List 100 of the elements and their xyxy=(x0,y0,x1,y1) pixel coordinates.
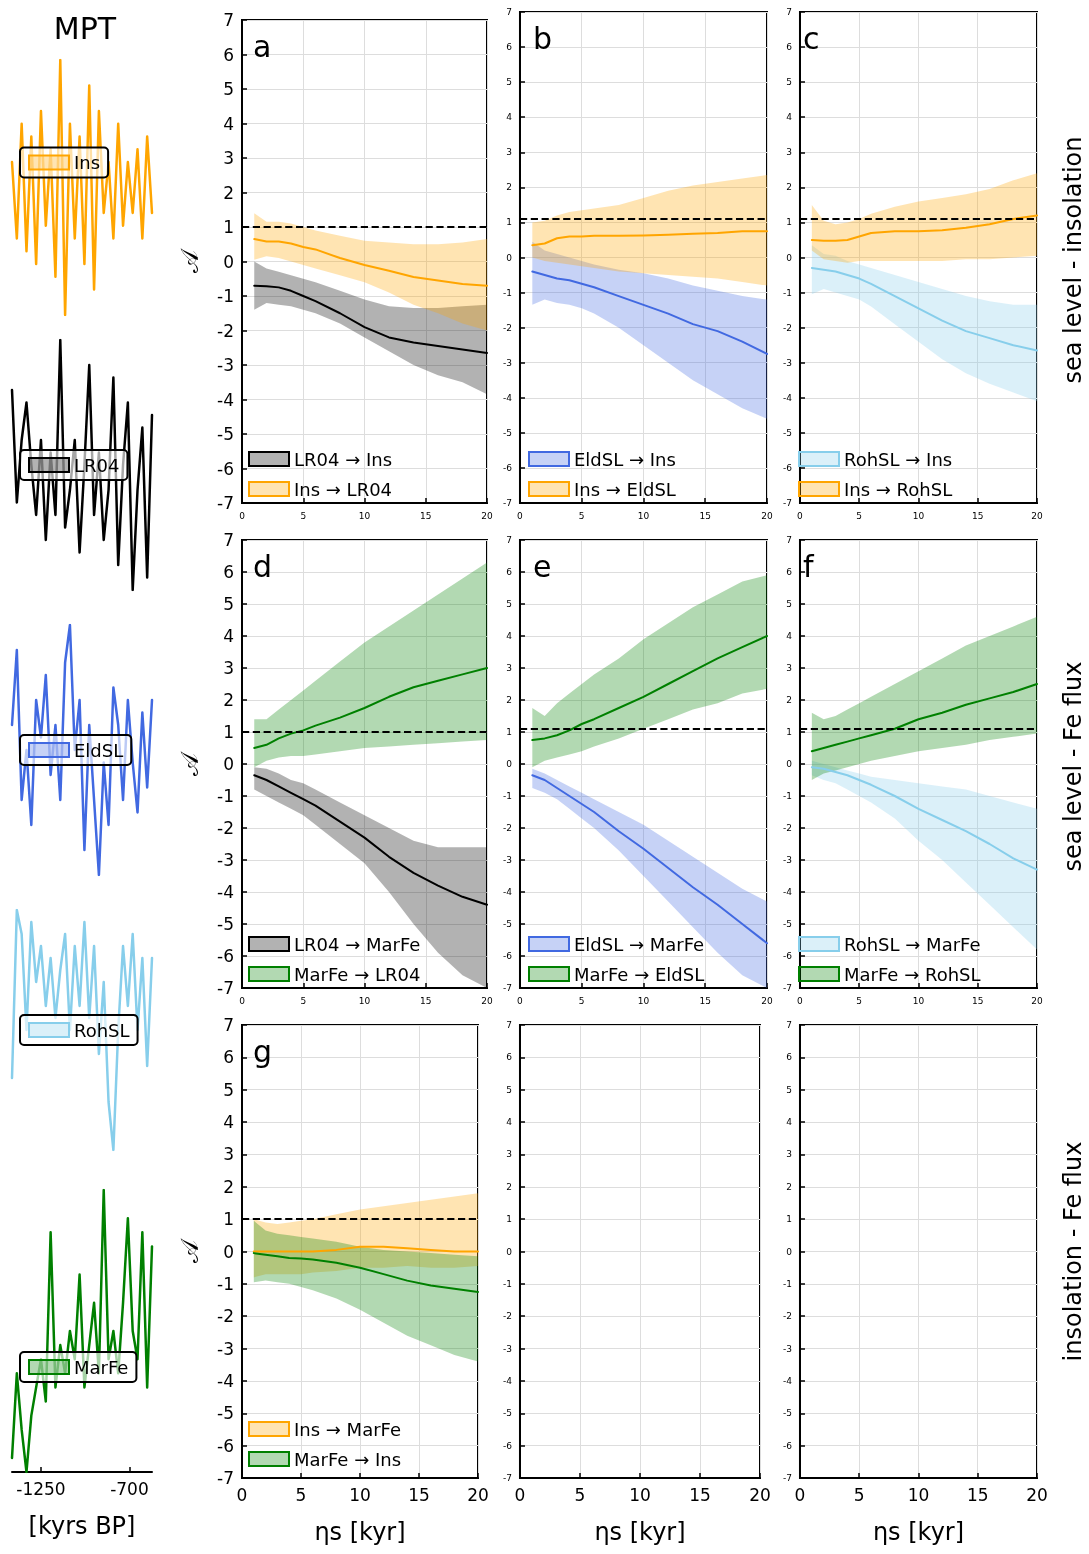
y-tick-label: -4 xyxy=(782,887,793,897)
y-tick-label: 7 xyxy=(786,7,792,17)
x-tick-label: 10 xyxy=(637,995,650,1006)
y-tick-label: -1 xyxy=(217,1273,234,1294)
y-tick-label: -7 xyxy=(217,1468,234,1488)
legend-label: Ins → MarFe xyxy=(294,1418,402,1440)
y-tick-label: -5 xyxy=(782,919,792,929)
y-tick-label: 1 xyxy=(786,1214,792,1225)
y-tick-label: 5 xyxy=(506,77,512,88)
x-tick-label: 15 xyxy=(966,1484,989,1505)
y-tick-label: -6 xyxy=(217,1435,234,1456)
x-tick-label: 10 xyxy=(637,510,650,521)
y-tick-label: 0 xyxy=(223,754,234,774)
x-tick-label: 20 xyxy=(749,1484,771,1505)
legend-label: MarFe → Ins xyxy=(294,1448,402,1470)
y-tick-label: -3 xyxy=(217,355,234,375)
x-tick-label: 20 xyxy=(467,1484,489,1505)
x-tick-label: 20 xyxy=(1031,510,1043,521)
x-tick-label: 10 xyxy=(907,1484,930,1505)
y-axis-title: 𝒜 xyxy=(176,248,204,273)
y-tick-label: 7 xyxy=(506,7,512,17)
legend-label: Ins → RohSL xyxy=(844,478,953,500)
y-tick-label: -4 xyxy=(502,887,513,897)
x-tick-label: 10 xyxy=(912,995,925,1006)
x-axis-title: ηs [kyr] xyxy=(594,1518,686,1546)
y-tick-label: 6 xyxy=(223,1047,234,1068)
y-tick-label: -1 xyxy=(217,286,234,306)
x-tick-label: 5 xyxy=(574,1484,586,1505)
y-tick-label: -7 xyxy=(502,1473,512,1483)
legend-label: LR04 → MarFe xyxy=(294,933,421,955)
legend-label: Ins → LR04 xyxy=(294,478,393,500)
y-tick-label: 6 xyxy=(506,567,513,577)
chart-title: b xyxy=(533,20,553,56)
x-tick-label: 5 xyxy=(300,510,307,521)
y-tick-label: 5 xyxy=(506,599,512,609)
y-tick-label: 4 xyxy=(223,1112,234,1133)
x-tick-label: 5 xyxy=(856,995,863,1006)
y-tick-label: -7 xyxy=(502,498,512,508)
y-tick-label: -5 xyxy=(217,424,234,444)
x-tick-label: 20 xyxy=(1026,1484,1048,1505)
y-tick-label: -2 xyxy=(782,322,792,333)
y-tick-label: -3 xyxy=(217,850,234,870)
y-tick-label: 0 xyxy=(506,759,513,769)
legend-label: RohSL xyxy=(74,1019,130,1041)
y-tick-label: 2 xyxy=(223,690,234,710)
y-tick-label: -3 xyxy=(502,1343,512,1354)
x-tick-label: 0 xyxy=(517,995,524,1006)
x-axis-title: [kyrs BP] xyxy=(28,1512,136,1540)
y-tick-label: 3 xyxy=(506,147,512,158)
x-tick-label: 15 xyxy=(420,510,432,521)
text: sea level - Fe flux xyxy=(1059,661,1087,872)
y-tick-label: -1 xyxy=(502,1278,512,1289)
y-tick-label: 7 xyxy=(223,530,234,550)
y-tick-label: 6 xyxy=(223,562,234,582)
x-tick-label: 20 xyxy=(761,510,773,521)
y-tick-label: -5 xyxy=(782,1408,792,1419)
x-tick-label: 5 xyxy=(295,1484,307,1505)
y-tick-label: -4 xyxy=(217,1370,234,1391)
y-tick-label: -5 xyxy=(217,914,234,934)
y-tick-label: 5 xyxy=(223,1079,234,1100)
x-tick-label: 5 xyxy=(853,1484,865,1505)
y-tick-label: -1 xyxy=(217,786,234,806)
y-tick-label: -2 xyxy=(502,1311,512,1322)
y-tick-label: 5 xyxy=(223,79,234,99)
x-tick-label: 0 xyxy=(239,510,246,521)
y-tick-label: -3 xyxy=(217,1338,234,1359)
y-tick-label: -6 xyxy=(217,458,234,479)
y-tick-label: 6 xyxy=(506,1052,513,1063)
legend-label: Ins xyxy=(74,152,101,173)
y-tick-label: 3 xyxy=(786,1149,792,1160)
y-tick-label: -1 xyxy=(782,791,792,801)
x-tick-label: 15 xyxy=(972,510,984,521)
y-tick-label: 7 xyxy=(786,1020,792,1030)
text: insolation - Fe flux xyxy=(1059,1141,1087,1362)
y-tick-label: 1 xyxy=(223,722,234,742)
x-tick-label: 15 xyxy=(699,995,711,1006)
y-tick-label: 3 xyxy=(786,147,792,158)
y-tick-label: -1 xyxy=(782,287,792,298)
legend-label: EldSL → Ins xyxy=(574,448,676,470)
y-tick-label: 7 xyxy=(786,535,792,545)
y-tick-label: 1 xyxy=(786,217,792,228)
y-tick-label: -6 xyxy=(502,462,513,473)
x-tick-label: 0 xyxy=(797,995,804,1006)
y-tick-label: -5 xyxy=(217,1403,234,1424)
legend-label: EldSL → MarFe xyxy=(574,933,705,955)
y-tick-label: 1 xyxy=(506,217,512,228)
y-tick-label: -2 xyxy=(502,823,512,833)
y-tick-label: 4 xyxy=(786,112,793,123)
x-tick-label: 20 xyxy=(481,510,493,521)
y-tick-label: -5 xyxy=(782,427,792,438)
y-tick-label: 6 xyxy=(786,567,793,577)
legend-label: MarFe → LR04 xyxy=(294,963,421,985)
y-tick-label: 3 xyxy=(506,663,512,673)
y-tick-label: 6 xyxy=(786,42,793,53)
chart-title: MPT xyxy=(53,10,117,46)
y-tick-label: 6 xyxy=(506,42,513,53)
y-tick-label: 4 xyxy=(786,631,793,641)
x-tick-label: 5 xyxy=(578,995,585,1006)
y-tick-label: -2 xyxy=(217,1306,234,1327)
y-tick-label: 7 xyxy=(223,10,234,30)
